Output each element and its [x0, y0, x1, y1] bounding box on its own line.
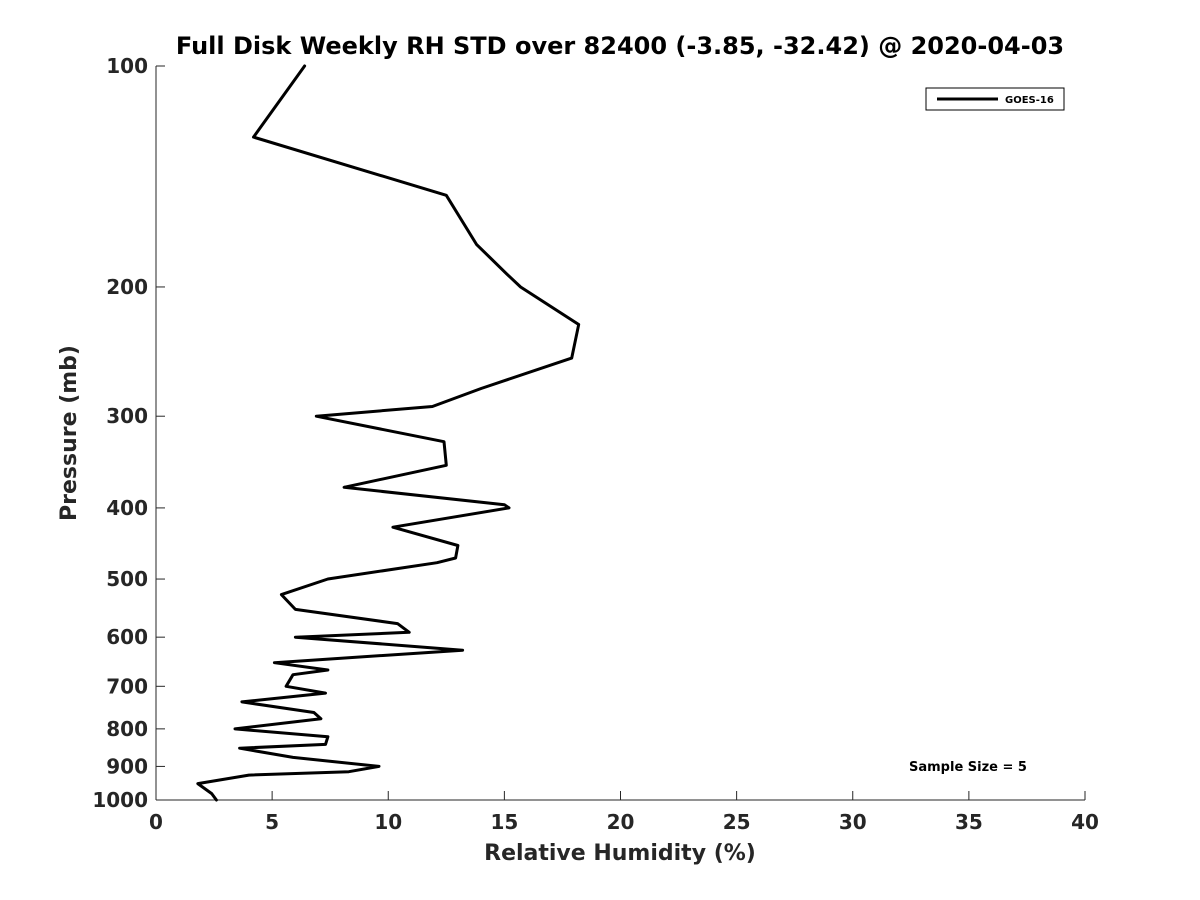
- x-tick-label: 20: [607, 810, 635, 834]
- x-tick-label: 25: [723, 810, 751, 834]
- x-tick-label: 30: [839, 810, 867, 834]
- y-tick-label: 400: [106, 496, 148, 520]
- y-axis-ticks: 100 200 300 400 500 600 700 800 900 1000: [92, 54, 165, 812]
- legend: GOES-16: [925, 87, 1065, 111]
- y-tick-label: 600: [106, 625, 148, 649]
- y-tick-label: 100: [106, 54, 148, 78]
- x-tick-label: 0: [149, 810, 163, 834]
- x-tick-label: 15: [490, 810, 518, 834]
- x-tick-label: 10: [374, 810, 402, 834]
- y-tick-label: 200: [106, 275, 148, 299]
- legend-label: GOES-16: [1005, 95, 1054, 106]
- y-tick-label: 900: [106, 754, 148, 778]
- sample-size-annotation: Sample Size = 5: [909, 760, 1027, 775]
- x-tick-label: 40: [1071, 810, 1099, 834]
- y-tick-label: 1000: [92, 788, 148, 812]
- y-tick-label: 800: [106, 717, 148, 741]
- x-tick-label: 5: [265, 810, 279, 834]
- series-layer: [196, 64, 581, 802]
- x-axis-label: Relative Humidity (%): [484, 841, 756, 866]
- y-tick-label: 700: [106, 674, 148, 698]
- y-axis-label: Pressure (mb): [57, 345, 82, 521]
- chart-title: Full Disk Weekly RH STD over 82400 (-3.8…: [176, 32, 1064, 60]
- x-tick-label: 35: [955, 810, 983, 834]
- y-tick-label: 300: [106, 404, 148, 428]
- y-tick-label: 500: [106, 567, 148, 591]
- x-axis-ticks: 0 5 10 15 20 25 30 35 40: [149, 791, 1099, 834]
- series-line-goes-16: [196, 64, 581, 802]
